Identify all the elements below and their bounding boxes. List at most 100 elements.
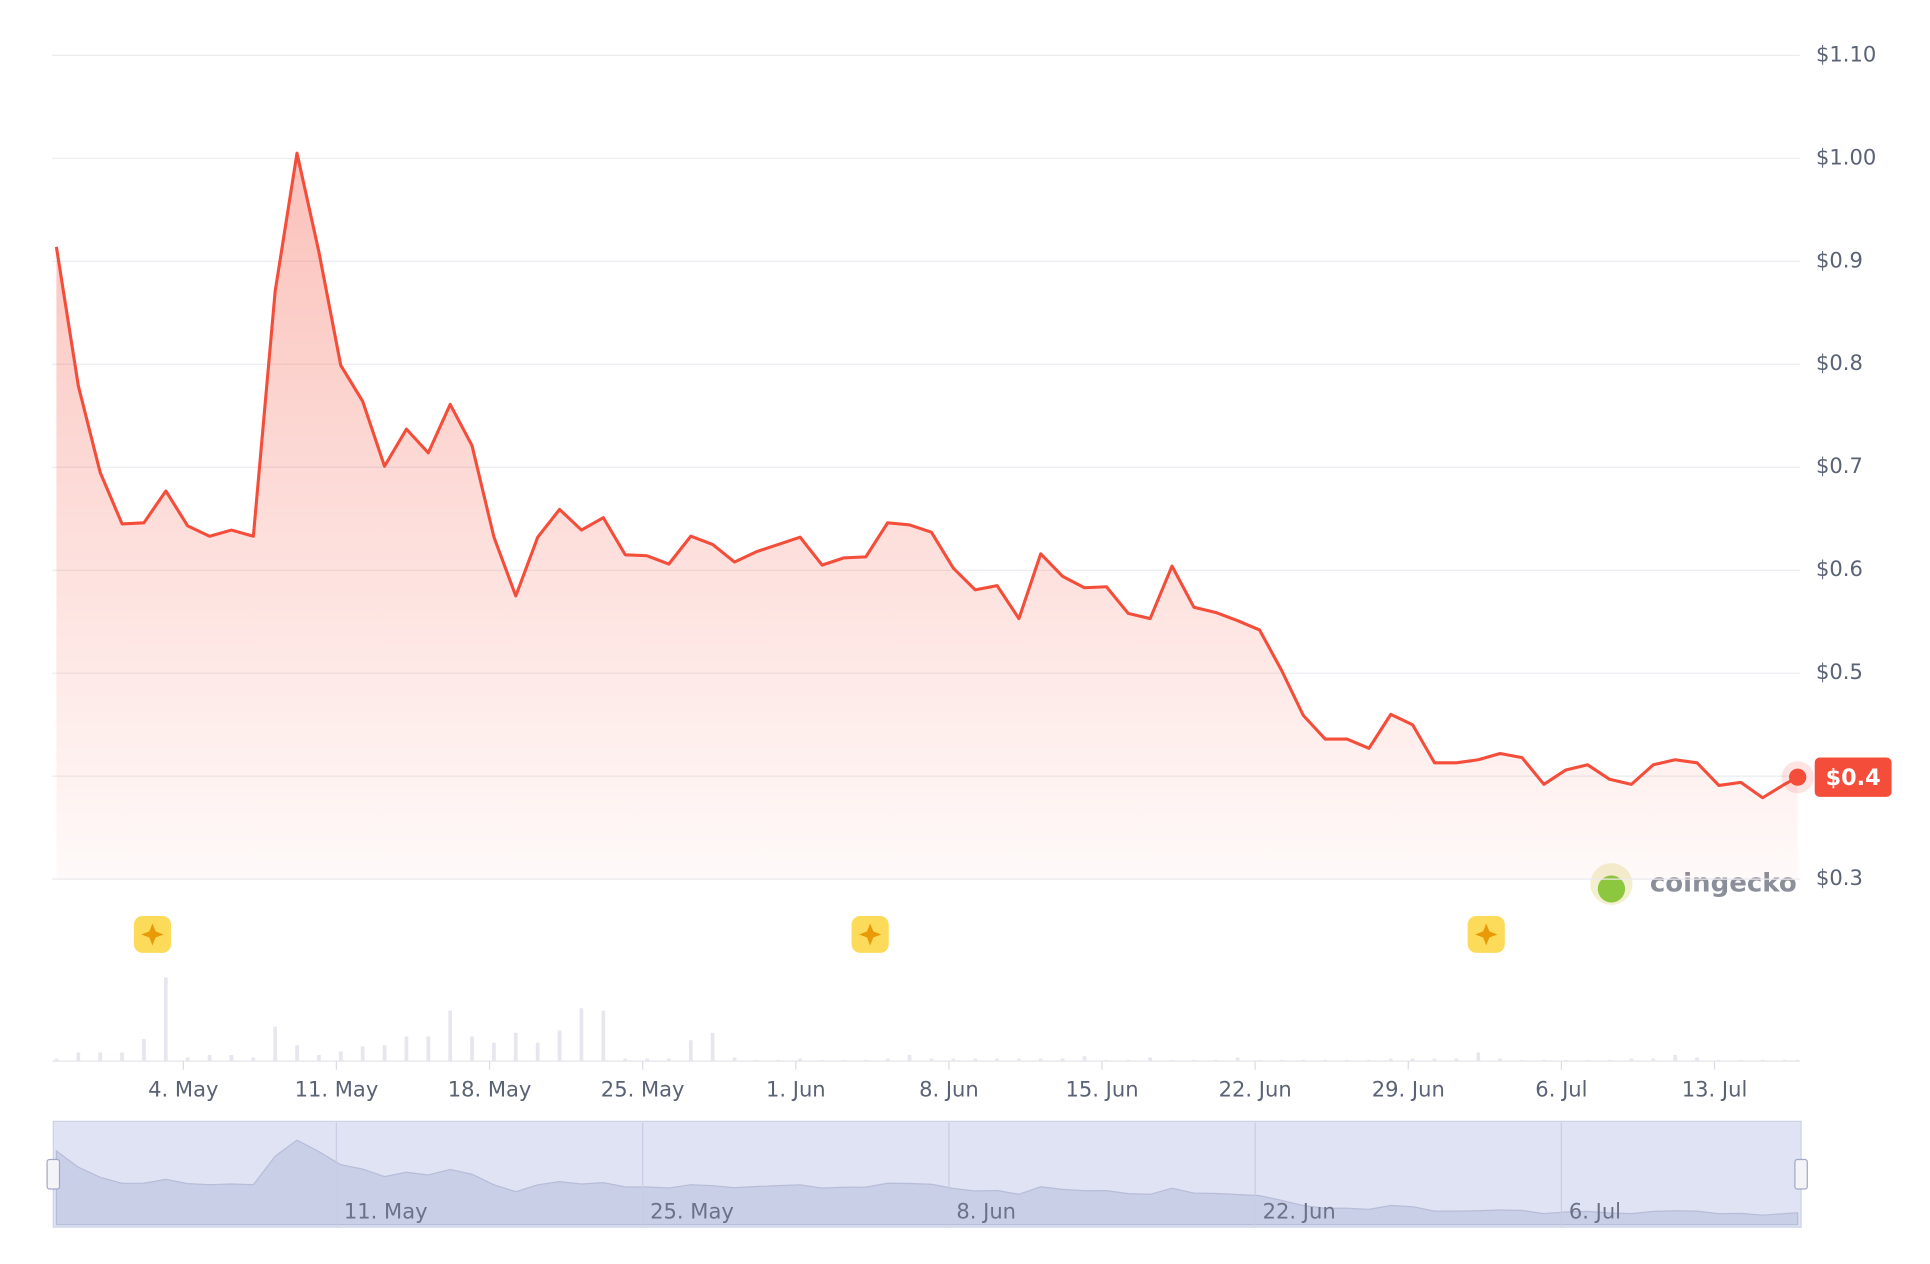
volume-bar	[207, 1054, 212, 1062]
volume-bar	[1673, 1054, 1678, 1062]
volume-bar	[1695, 1057, 1699, 1062]
volume-bar	[229, 1054, 234, 1062]
volume-bar	[1410, 1058, 1415, 1062]
value-label-box	[1814, 757, 1892, 797]
volume-bar	[732, 1057, 737, 1062]
logo	[1597, 875, 1626, 903]
volume-bar	[1760, 1059, 1765, 1062]
volume-bar	[163, 977, 168, 1062]
volume-bar	[1235, 1057, 1240, 1062]
volume-bar	[688, 1040, 693, 1062]
value-label: $0.4	[1826, 765, 1881, 791]
volume-bar	[1257, 1059, 1262, 1062]
volume-bar	[1520, 1059, 1524, 1062]
price-line	[54, 151, 1799, 800]
volume-bar	[470, 1036, 474, 1062]
x-tick-label: 22. Jun	[1219, 1078, 1292, 1102]
navigator-label: 6. Jul	[1569, 1199, 1621, 1223]
volume-bar	[929, 1058, 934, 1062]
volume-bar	[1345, 1059, 1349, 1062]
volume-bar	[273, 1026, 278, 1062]
volume-bar	[1454, 1058, 1459, 1062]
volume-bar	[1498, 1058, 1503, 1062]
volume-bar	[1323, 1059, 1328, 1062]
navigator-area	[55, 1139, 1799, 1226]
y-tick-label: $1.10	[1816, 42, 1876, 66]
last-point	[1788, 768, 1807, 786]
y-tick-label: $0.5	[1816, 660, 1863, 684]
volume-bar	[317, 1054, 321, 1062]
volume-bar	[863, 1059, 868, 1062]
navigator-handle[interactable]	[1794, 1158, 1808, 1190]
volume-bar	[1542, 1059, 1546, 1062]
price-area	[56, 153, 1798, 880]
x-tick-label: 15. Jun	[1066, 1078, 1139, 1102]
volume-bar	[426, 1036, 431, 1062]
volume-bar	[776, 1059, 781, 1062]
volume-bar	[1782, 1059, 1787, 1062]
volume-bar	[54, 1058, 59, 1062]
volume-bar	[382, 1045, 387, 1062]
volume-bar	[995, 1058, 999, 1062]
volume-bar	[973, 1058, 978, 1062]
volume-bar	[1795, 1059, 1800, 1062]
volume-bar	[1060, 1058, 1065, 1062]
x-tick-label: 29. Jun	[1372, 1078, 1445, 1102]
volume-bar	[1279, 1059, 1284, 1062]
volume-bar	[667, 1058, 671, 1062]
volume-bar	[338, 1051, 343, 1062]
y-tick-label: $0.3	[1816, 866, 1863, 890]
y-tick-label: $0.7	[1816, 454, 1863, 478]
volume-bar	[1476, 1052, 1481, 1062]
volume-bar	[1717, 1059, 1721, 1062]
volume-bar	[1585, 1059, 1590, 1062]
volume-bar	[820, 1059, 824, 1062]
x-tick-label: 18. May	[448, 1078, 532, 1102]
volume-bar	[710, 1032, 715, 1062]
event-marker[interactable]	[851, 916, 889, 953]
volume-bar	[557, 1030, 562, 1062]
volume-bar	[1170, 1059, 1174, 1062]
navigator-label: 8. Jun	[956, 1199, 1016, 1223]
volume-bar	[1082, 1056, 1087, 1062]
volume-bar	[1213, 1059, 1218, 1062]
volume-bar	[98, 1052, 103, 1062]
volume-bar	[1607, 1059, 1612, 1062]
volume-bar	[1388, 1058, 1393, 1062]
volume-bar	[1563, 1059, 1568, 1062]
volume-bar	[1651, 1058, 1656, 1062]
navigator-handle[interactable]	[46, 1158, 61, 1190]
volume-bar	[1126, 1059, 1131, 1062]
x-tick-label: 4. May	[148, 1078, 218, 1102]
volume-bar	[120, 1052, 124, 1062]
volume-bar	[623, 1058, 628, 1062]
volume-bar	[645, 1058, 649, 1062]
x-tick-label: 1. Jun	[766, 1078, 826, 1102]
volume-bar	[579, 1008, 584, 1062]
event-marker[interactable]	[133, 916, 172, 953]
volume-bar	[1629, 1058, 1634, 1062]
x-tick-label: 11. May	[295, 1078, 379, 1102]
volume-bar	[142, 1038, 146, 1062]
x-tick-label: 6. Jul	[1535, 1078, 1587, 1102]
x-tick-label: 8. Jun	[919, 1078, 979, 1102]
volume-bar	[1038, 1058, 1043, 1062]
volume-bar	[842, 1059, 846, 1062]
volume-bar	[1432, 1058, 1437, 1062]
navigator-label: 25. May	[650, 1199, 734, 1223]
y-tick-label: $0.9	[1816, 248, 1863, 272]
volume-bar	[251, 1057, 256, 1062]
volume-bar	[1104, 1059, 1109, 1062]
volume-bar	[601, 1010, 606, 1062]
navigator-label: 11. May	[344, 1199, 428, 1223]
y-tick-label: $0.8	[1816, 351, 1863, 375]
event-marker[interactable]	[1467, 916, 1505, 953]
volume-bar	[754, 1059, 759, 1062]
volume-bar	[907, 1054, 912, 1062]
volume-bar	[1367, 1059, 1371, 1062]
volume-bar	[404, 1036, 409, 1062]
event-markers	[133, 916, 1505, 953]
volume-bar	[535, 1042, 540, 1062]
